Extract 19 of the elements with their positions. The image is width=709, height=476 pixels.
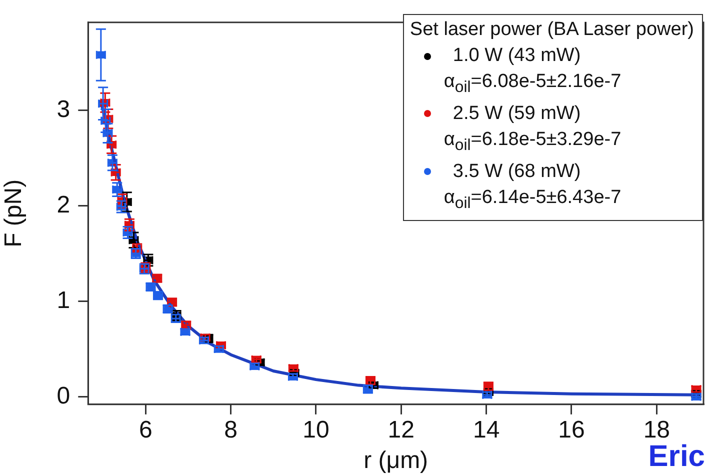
x-axis-title: r (μm) — [364, 447, 428, 474]
legend-label: 2.5 W (59 mW) — [452, 102, 581, 126]
annotation: α$_{oil}$=6.14e-5±6.43e-7 — [442, 186, 622, 214]
y-tick-label: 3 — [56, 96, 70, 123]
y-axis-title: F (pN) — [0, 179, 28, 248]
legend-label: 3.5 W (68 mW) — [452, 160, 581, 184]
y-tick-label: 2 — [56, 191, 70, 218]
annotation: α$_{oil}$=6.08e-5±2.16e-7 — [442, 70, 622, 98]
x-tick-label: 14 — [472, 416, 500, 444]
y-tick-label: 1 — [56, 286, 70, 314]
x-tick-label: 10 — [302, 416, 330, 444]
x-tick-label: 6 — [138, 416, 152, 444]
x-tick-label: 8 — [224, 416, 238, 444]
legend-label: 1.0 W (43 mW) — [452, 44, 581, 68]
y-tick-label: 0 — [56, 382, 70, 410]
x-tick-label: 12 — [388, 416, 414, 444]
legend-title: Set laser power (BA Laser power) — [410, 18, 694, 42]
annotation: α$_{oil}$=6.18e-5±3.29e-7 — [442, 128, 622, 156]
x-tick-label: 16 — [558, 416, 585, 444]
